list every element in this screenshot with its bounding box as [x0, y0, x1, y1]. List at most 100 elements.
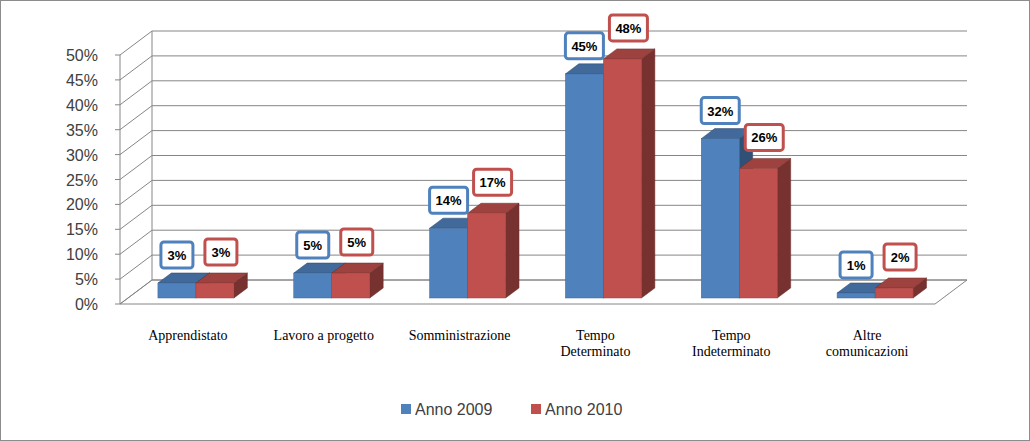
bars — [158, 49, 927, 298]
data-label-box — [701, 98, 739, 124]
data-labels: 3% 3% 5% 5% 14% 17% 45% 48% 32% 26% 1% 2% — [161, 15, 916, 278]
bar — [468, 203, 519, 298]
y-tick — [115, 154, 120, 155]
x-tick-label: Somministrazione — [409, 328, 511, 343]
data-label-box — [205, 239, 237, 265]
bar-top — [196, 273, 247, 283]
data-label-box — [840, 252, 872, 278]
data-label: 3% — [168, 248, 187, 263]
data-label-box — [884, 244, 916, 270]
data-label: 5% — [303, 238, 322, 253]
y-tick-label: 50% — [66, 47, 98, 64]
y-tick — [115, 279, 120, 280]
y-tick-label: 35% — [66, 122, 98, 139]
grid-line — [120, 180, 967, 204]
data-label-box — [297, 232, 329, 258]
y-tick — [115, 229, 120, 230]
grid-line — [120, 106, 967, 130]
data-label: 1% — [847, 258, 866, 273]
chart: 0% 5% 10% 15% 20% 25% 30% 35% 40% 45% 50% 3% 3% 5% 5% 1… — [0, 0, 1030, 441]
bar-front — [332, 273, 370, 298]
bar-side — [506, 203, 519, 298]
x-tick-label: TempoDeterminato — [560, 328, 630, 359]
data-label: 2% — [891, 250, 910, 265]
data-label-box — [161, 242, 193, 268]
x-tick-label: Apprendistato — [148, 328, 227, 343]
y-tick-label: 40% — [66, 97, 98, 114]
bar-top — [603, 49, 654, 59]
bar-front — [875, 288, 913, 298]
bar — [875, 278, 926, 298]
data-label: 5% — [347, 235, 366, 250]
grid-line — [120, 205, 967, 229]
legend-swatch — [401, 404, 411, 414]
data-label: 3% — [212, 245, 231, 260]
grid-line — [120, 156, 967, 180]
x-tick-label: Altrecomunicazioni — [826, 328, 909, 359]
bar-side — [777, 158, 790, 298]
bar-side — [641, 49, 654, 298]
y-tick-label: 20% — [66, 196, 98, 213]
legend-item: Anno 2009 — [401, 401, 493, 418]
y-tick — [115, 304, 120, 305]
x-axis: Apprendistato Lavoro a progetto Somministr… — [148, 328, 908, 359]
bar — [332, 263, 383, 298]
bar-top — [739, 158, 790, 168]
x-tick-label: Lavoro a progetto — [274, 328, 374, 343]
y-tick — [115, 179, 120, 180]
y-tick — [115, 129, 120, 130]
y-tick-label: 45% — [66, 72, 98, 89]
grid — [120, 31, 967, 304]
data-label-box — [430, 187, 468, 213]
chart-border — [1, 1, 1030, 441]
y-tick-label: 5% — [75, 271, 98, 288]
data-label: 17% — [480, 175, 506, 190]
bar-top — [332, 263, 383, 273]
bar-top — [468, 203, 519, 213]
bar-front — [468, 213, 506, 298]
data-label: 48% — [615, 21, 641, 36]
legend-label: Anno 2010 — [545, 401, 623, 418]
y-tick — [115, 104, 120, 105]
bar-front — [196, 283, 234, 298]
y-tick — [115, 204, 120, 205]
y-tick — [115, 79, 120, 80]
legend-swatch — [531, 404, 541, 414]
bar-top — [875, 278, 926, 288]
grid-line — [120, 31, 967, 55]
y-tick-label: 30% — [66, 147, 98, 164]
data-label-box — [474, 169, 512, 195]
data-label: 14% — [436, 193, 462, 208]
bar — [603, 49, 654, 298]
legend-item: Anno 2010 — [531, 401, 623, 418]
y-tick-label: 15% — [66, 221, 98, 238]
y-tick-label: 10% — [66, 246, 98, 263]
legend-label: Anno 2009 — [415, 401, 493, 418]
y-tick-label: 0% — [75, 296, 98, 313]
bar-front — [739, 169, 777, 298]
grid-line — [120, 230, 967, 254]
data-label: 45% — [571, 39, 597, 54]
bar-front — [565, 74, 603, 298]
data-label-box — [745, 124, 783, 150]
data-label-box — [565, 33, 603, 59]
grid-line — [120, 131, 967, 155]
bar — [196, 273, 247, 298]
y-axis: 0% 5% 10% 15% 20% 25% 30% 35% 40% 45% 50% — [66, 47, 120, 313]
data-label: 26% — [751, 130, 777, 145]
bar-front — [701, 139, 739, 298]
bar-front — [294, 273, 332, 298]
legend: Anno 2009 Anno 2010 — [401, 401, 623, 418]
grid-line — [120, 56, 967, 80]
bar-front — [603, 59, 641, 298]
bar-front — [158, 283, 196, 298]
y-tick — [115, 254, 120, 255]
data-label-box — [341, 229, 373, 255]
bar-front — [837, 293, 875, 298]
y-tick-label: 25% — [66, 172, 98, 189]
bar — [739, 158, 790, 298]
y-tick — [115, 55, 120, 56]
x-tick-label: TempoIndeterminato — [692, 328, 771, 359]
bar-front — [430, 228, 468, 298]
data-label: 32% — [707, 104, 733, 119]
